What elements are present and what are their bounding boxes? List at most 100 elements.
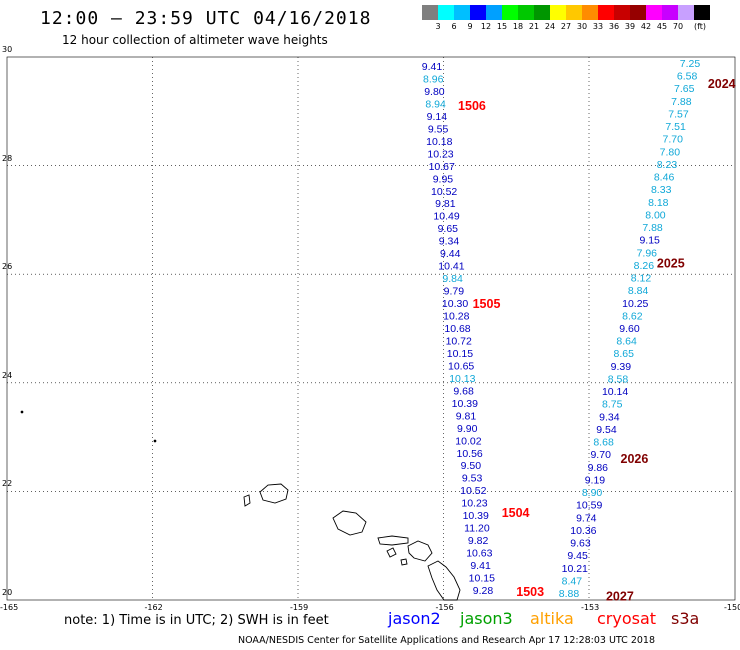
colorbar-swatch: [422, 5, 438, 20]
wave-height-value: 8.96: [423, 73, 444, 85]
colorbar-label: 6: [451, 22, 457, 31]
colorbar-unit: (ft): [693, 22, 707, 31]
wave-height-value: 9.34: [439, 236, 460, 248]
wave-height-value: 8.68: [593, 437, 614, 449]
colorbar-label: 9: [467, 22, 473, 31]
island-lanai: [386, 547, 397, 558]
colorbar-label: 39: [624, 22, 636, 31]
colorbar-swatch: [582, 5, 598, 20]
map-frame: [6, 56, 736, 601]
wave-height-value: 9.65: [438, 223, 459, 235]
islet-necker: [153, 439, 157, 443]
wave-height-value: 10.25: [622, 298, 648, 310]
x-tick-label: -162: [144, 603, 163, 612]
wave-height-value: 9.19: [585, 474, 606, 486]
map-title: 12:00 – 23:59 UTC 04/16/2018: [40, 8, 372, 29]
pass-number-label: 2024: [708, 77, 736, 91]
wave-height-value: 8.26: [634, 260, 655, 272]
colorbar-label: 27: [560, 22, 572, 31]
wave-height-value: 10.52: [431, 186, 457, 198]
wave-height-value: 7.57: [668, 108, 689, 120]
footer-credit: NOAA/NESDIS Center for Satellite Applica…: [238, 635, 656, 646]
wave-height-value: 9.44: [440, 248, 461, 260]
colorbar-swatch: [662, 5, 678, 20]
wave-height-value: 9.15: [639, 235, 660, 247]
wave-height-value: 8.18: [648, 197, 669, 209]
colorbar-swatch: [470, 5, 486, 20]
pass-labels: 1506 1505 1504 1503 2024 2025 2026 2027: [458, 77, 736, 604]
wave-height-value: 8.62: [622, 310, 643, 322]
wave-height-value: 8.90: [582, 487, 603, 499]
wave-height-value: 10.36: [570, 525, 596, 537]
wave-height-value: 10.49: [433, 211, 459, 223]
wave-height-value: 9.68: [453, 385, 474, 397]
pass-number-label: 1504: [502, 506, 530, 520]
wave-height-value: 10.15: [469, 573, 495, 585]
wave-height-value: 10.23: [427, 148, 453, 160]
wave-height-value: 9.34: [599, 411, 620, 423]
colorbar-swatch: [694, 5, 710, 20]
colorbar: [422, 5, 710, 20]
wave-height-value: 9.55: [428, 123, 449, 135]
legend-satellite-cryosat: cryosat: [597, 609, 657, 628]
colorbar-swatch: [598, 5, 614, 20]
colorbar-label: 36: [608, 22, 620, 31]
wave-height-value: 10.21: [562, 563, 588, 575]
wave-height-value: 9.50: [461, 460, 482, 472]
wave-height-value: 9.74: [576, 512, 597, 524]
pass-number-label: 1506: [458, 99, 486, 113]
colorbar-swatch: [518, 5, 534, 20]
wave-height-value: 9.28: [473, 585, 494, 597]
island-kahoolawe: [400, 558, 408, 566]
wave-height-value: 9.41: [470, 560, 491, 572]
legend-satellite-jason2: jason2: [388, 609, 441, 628]
wave-height-value: 9.14: [427, 111, 448, 123]
wave-height-value: 10.23: [461, 498, 487, 510]
wave-height-value: 8.46: [654, 172, 675, 184]
wave-height-value: 9.39: [611, 361, 632, 373]
colorbar-swatch: [438, 5, 454, 20]
wave-height-value: 8.12: [631, 273, 652, 285]
colorbar-swatch: [614, 5, 630, 20]
wave-height-value: 8.88: [559, 588, 580, 600]
colorbar-swatch: [454, 5, 470, 20]
colorbar-swatch: [550, 5, 566, 20]
wave-height-value: 8.58: [608, 373, 629, 385]
wave-height-value: 8.23: [657, 159, 678, 171]
wave-height-value: 7.96: [637, 247, 658, 259]
wave-height-value: 10.13: [449, 373, 475, 385]
x-tick-label: -153: [581, 603, 600, 612]
wave-height-value: 10.65: [448, 360, 474, 372]
wave-height-value: 9.70: [590, 449, 611, 461]
wave-height-value: 8.65: [614, 348, 635, 360]
colorbar-label: 21: [528, 22, 540, 31]
wave-height-value: 8.94: [425, 98, 446, 110]
graticule: [7, 57, 735, 600]
colorbar-labels: 3 6 9 12 15 18 21 24 27 30 33 36 39 42 45 70 (ft): [422, 22, 740, 36]
colorbar-label: 33: [592, 22, 604, 31]
island-hawaii: [427, 560, 461, 601]
wave-height-value: 7.70: [662, 134, 683, 146]
wave-height-value: 7.88: [671, 96, 692, 108]
wave-height-value: 10.41: [438, 261, 464, 273]
legend-satellite-s3a: s3a: [671, 609, 700, 628]
colorbar-label: 30: [576, 22, 588, 31]
legend-satellite-jason3: jason3: [460, 609, 513, 628]
colorbar-label: 15: [496, 22, 508, 31]
colorbar-swatch: [502, 5, 518, 20]
wave-height-value: 7.25: [680, 58, 701, 70]
wave-height-value: 10.72: [446, 335, 472, 347]
colorbar-label: 3: [435, 22, 441, 31]
wave-height-value: 6.58: [677, 71, 698, 83]
y-tick-label: 28: [2, 153, 13, 163]
colorbar-swatch: [630, 5, 646, 20]
pass-number-label: 1505: [473, 297, 501, 311]
colorbar-label: 18: [512, 22, 524, 31]
wave-height-value: 11.20: [464, 523, 490, 535]
y-tick-label: 26: [2, 262, 13, 272]
colorbar-swatch: [534, 5, 550, 20]
wave-height-value: 9.41: [422, 61, 443, 73]
wave-height-value: 10.14: [602, 386, 628, 398]
wave-height-value: 10.28: [443, 311, 469, 323]
wave-height-value: 10.63: [466, 548, 492, 560]
